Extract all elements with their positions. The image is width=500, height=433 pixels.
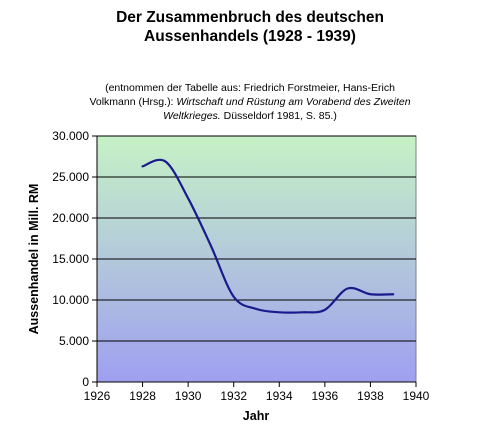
chart-title-line-1: Der Zusammenbruch des deutschen <box>116 9 384 26</box>
y-axis-title: Aussenhandel in Mill. RM <box>27 184 41 335</box>
trade-volume-line <box>141 158 395 314</box>
y-tick-label: 5.000 <box>59 334 89 348</box>
y-tick-label: 10.000 <box>52 293 89 307</box>
x-tick-label: 1932 <box>220 389 247 403</box>
x-tick-label: 1930 <box>175 389 202 403</box>
x-tick-label: 1926 <box>84 389 111 403</box>
source-note-editors: Volkmann (Hrsg.): <box>89 96 177 108</box>
source-note-line-2: Volkmann (Hrsg.): Wirtschaft und Rüstung… <box>0 95 500 109</box>
source-note-publication: Düsseldorf 1981, S. 85.) <box>220 110 337 122</box>
y-tick-label: 20.000 <box>52 211 89 225</box>
gridlines <box>97 135 416 342</box>
source-note-book-title-end: Weltkrieges. <box>163 110 221 122</box>
x-tick-label: 1934 <box>266 389 293 403</box>
y-axis-tick-labels: 0 5.000 10.000 15.000 20.000 25.000 30.000 <box>52 129 97 389</box>
source-note-book-title: Wirtschaft und Rüstung am Vorabend des Z… <box>176 96 411 108</box>
x-tick-label: 1940 <box>403 389 430 403</box>
x-tick-label: 1928 <box>129 389 156 403</box>
y-tick-label: 30.000 <box>52 129 89 143</box>
x-axis-title: Jahr <box>243 409 270 423</box>
chart-title-line-2: Aussenhandels (1928 - 1939) <box>144 28 356 45</box>
x-tick-label: 1938 <box>357 389 384 403</box>
source-note-line-3: Weltkrieges. Düsseldorf 1981, S. 85.) <box>0 109 500 123</box>
y-tick-label: 25.000 <box>52 170 89 184</box>
y-tick-label: 0 <box>82 375 89 389</box>
x-axis-tick-labels: 1926 1928 1930 1932 1934 1936 1938 1940 <box>84 382 430 403</box>
x-tick-label: 1936 <box>312 389 339 403</box>
source-note-line-1: (entnommen der Tabelle aus: Friedrich Fo… <box>105 82 395 94</box>
y-tick-label: 15.000 <box>52 252 89 266</box>
